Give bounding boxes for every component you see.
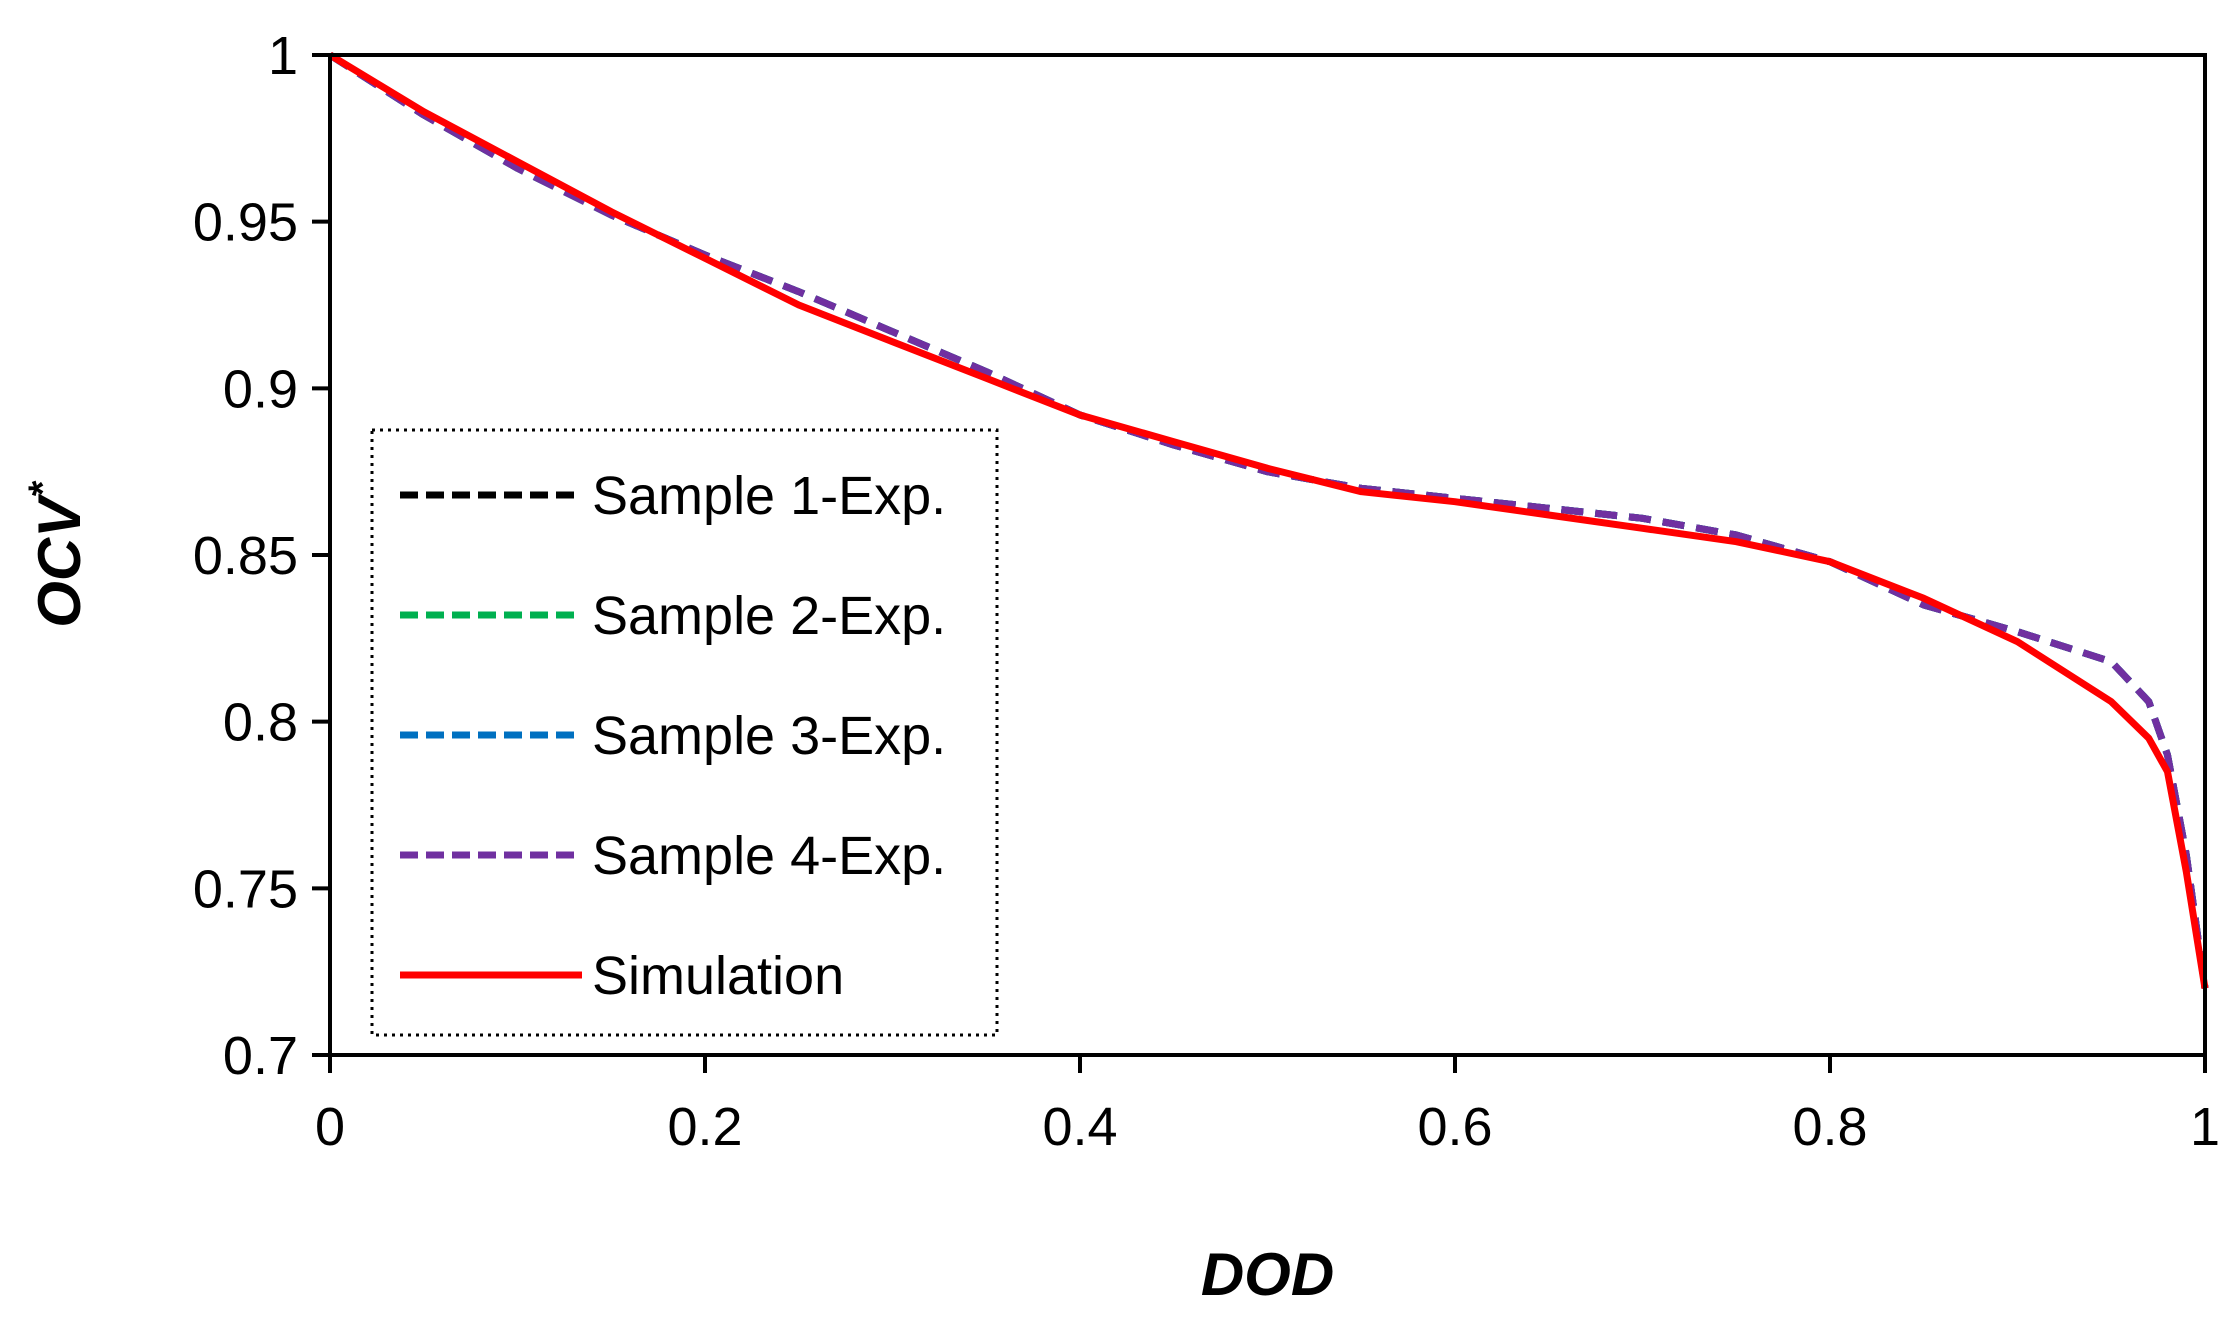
y-tick-label: 0.7 bbox=[223, 1026, 298, 1086]
legend-label-5: Simulation bbox=[592, 946, 844, 1006]
x-tick-label: 0.4 bbox=[1042, 1097, 1117, 1157]
y-tick-label: 0.8 bbox=[223, 693, 298, 753]
y-axis-title: OCV* bbox=[21, 480, 93, 628]
legend-box bbox=[370, 428, 999, 1037]
x-axis-title: DOD bbox=[1201, 1241, 1334, 1308]
y-tick-label: 0.75 bbox=[193, 859, 298, 919]
legend-label-3: Sample 3-Exp. bbox=[592, 706, 946, 766]
x-tick-label: 0.6 bbox=[1417, 1097, 1492, 1157]
y-tick-label: 0.85 bbox=[193, 526, 298, 586]
x-tick-label: 0 bbox=[315, 1097, 345, 1157]
legend-label-4: Sample 4-Exp. bbox=[592, 826, 946, 886]
y-axis-title-main: OCV bbox=[26, 493, 93, 628]
series-layer bbox=[328, 52, 2209, 989]
x-tick-label: 0.8 bbox=[1792, 1097, 1867, 1157]
y-axis-title-superscript: * bbox=[21, 480, 65, 498]
y-tick-label: 0.9 bbox=[223, 359, 298, 419]
x-tick-label: 0.2 bbox=[667, 1097, 742, 1157]
series-line-5 bbox=[328, 52, 2209, 989]
y-tick-label: 1 bbox=[268, 26, 298, 86]
y-tick-label: 0.95 bbox=[193, 193, 298, 253]
x-tick-label: 1 bbox=[2190, 1097, 2220, 1157]
legend: Sample 1-Exp. Sample 2-Exp. Sample 3-Exp. S… bbox=[370, 428, 999, 1037]
ticks-layer: 0 0.2 0.4 0.6 0.8 1 0.7 0.75 0.8 0.85 0.9 0.95 1 bbox=[193, 26, 2220, 1157]
legend-label-1: Sample 1-Exp. bbox=[592, 466, 946, 526]
legend-label-2: Sample 2-Exp. bbox=[592, 586, 946, 646]
